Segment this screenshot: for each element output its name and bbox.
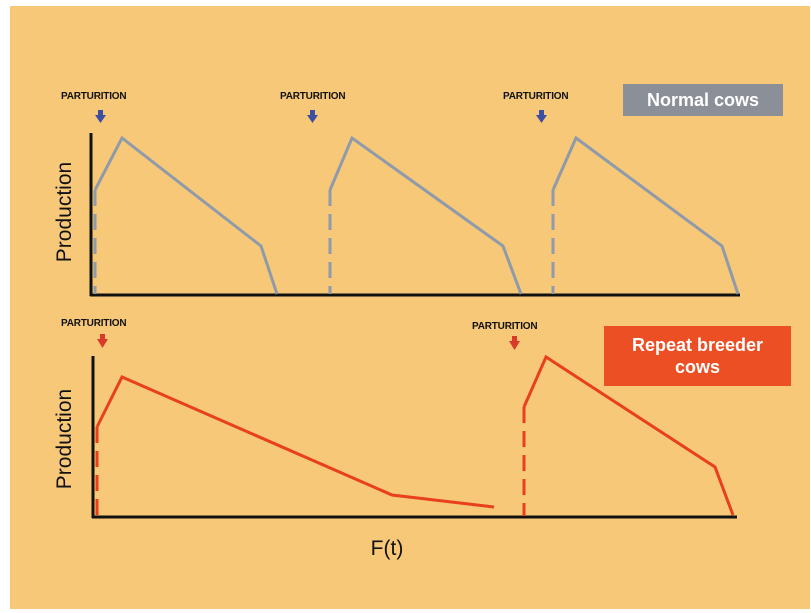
repeat-breeder-cows-legend: Repeat breeder cows (604, 326, 791, 386)
normal-cycle-2 (328, 135, 523, 295)
legend-label-line2: cows (674, 357, 721, 377)
normal-cycle-3 (551, 135, 740, 295)
bottom-y-axis-label: Production (53, 388, 76, 490)
down-arrow-icon (97, 334, 108, 348)
normal-cows-legend: Normal cows (623, 84, 783, 116)
down-arrow-icon (536, 110, 547, 123)
down-arrow-icon (307, 110, 318, 123)
repeat-cycle-1 (95, 375, 495, 516)
top-y-axis-label: Production (53, 161, 76, 263)
down-arrow-icon (509, 336, 520, 350)
parturition-label: PARTURITION (61, 318, 127, 329)
repeat-cycle-2 (522, 354, 735, 516)
down-arrow-icon (95, 110, 106, 123)
parturition-label: PARTURITION (472, 321, 538, 332)
x-axis-label: F(t) (370, 537, 404, 560)
normal-cycle-1 (93, 135, 279, 295)
legend-label: Normal cows (646, 89, 760, 110)
parturition-label: PARTURITION (503, 91, 569, 102)
parturition-label: PARTURITION (280, 91, 346, 102)
legend-label-line1: Repeat breeder (631, 335, 764, 355)
parturition-label: PARTURITION (61, 91, 127, 102)
